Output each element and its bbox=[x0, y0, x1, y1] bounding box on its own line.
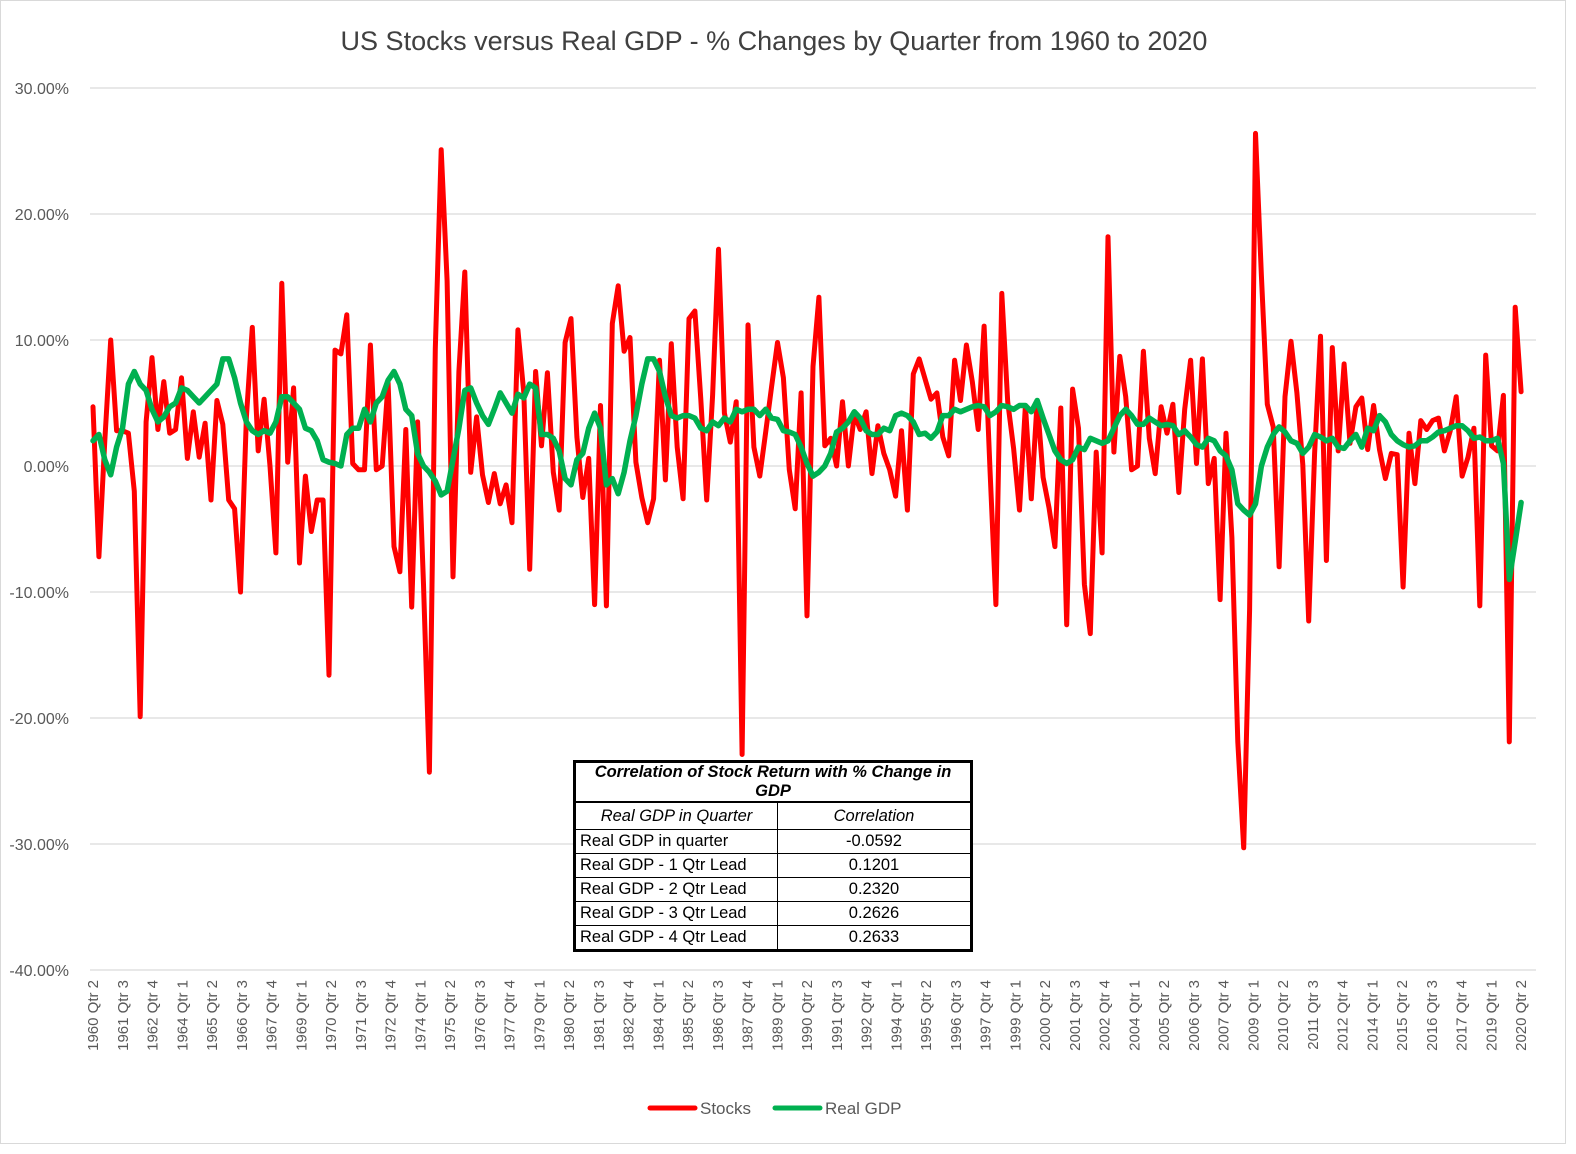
y-tick-label: -40.00% bbox=[9, 963, 69, 980]
table-cell-label: Real GDP - 1 Qtr Lead bbox=[574, 853, 778, 878]
x-tick-label: 1990 Qtr 2 bbox=[799, 980, 816, 1051]
table-title-row: Correlation of Stock Return with % Chang… bbox=[574, 761, 972, 803]
x-tick-label: 2006 Qtr 3 bbox=[1186, 980, 1203, 1051]
x-tick-label: 1972 Qtr 4 bbox=[383, 980, 400, 1051]
x-tick-label: 1965 Qtr 2 bbox=[204, 980, 221, 1051]
x-tick-label: 2009 Qtr 1 bbox=[1245, 980, 1262, 1051]
x-tick-label: 1989 Qtr 1 bbox=[769, 980, 786, 1051]
table-row: Real GDP - 2 Qtr Lead 0.2320 bbox=[574, 877, 972, 902]
series-line-stocks bbox=[90, 130, 1524, 851]
x-tick-label: 1986 Qtr 3 bbox=[710, 980, 727, 1051]
x-tick-label: 2014 Qtr 1 bbox=[1364, 980, 1381, 1051]
table-cell-value: 0.1201 bbox=[777, 853, 972, 878]
x-tick-label: 1975 Qtr 2 bbox=[442, 980, 459, 1051]
x-tick-label: 1960 Qtr 2 bbox=[85, 980, 102, 1051]
x-tick-label: 2004 Qtr 1 bbox=[1126, 980, 1143, 1051]
legend-item-real-gdp-label: Real GDP bbox=[825, 1099, 902, 1118]
table-row: Real GDP in quarter -0.0592 bbox=[574, 829, 972, 854]
x-tick-label: 1964 Qtr 1 bbox=[174, 980, 191, 1051]
x-tick-label: 1991 Qtr 3 bbox=[829, 980, 846, 1051]
table-cell-value: 0.2320 bbox=[777, 877, 972, 902]
x-tick-label: 2002 Qtr 4 bbox=[1097, 980, 1114, 1051]
x-tick-label: 1961 Qtr 3 bbox=[115, 980, 132, 1051]
x-tick-label: 2017 Qtr 4 bbox=[1454, 980, 1471, 1051]
x-tick-label: 1966 Qtr 3 bbox=[234, 980, 251, 1051]
x-tick-label: 1969 Qtr 1 bbox=[293, 980, 310, 1051]
x-tick-label: 1997 Qtr 4 bbox=[978, 980, 995, 1051]
x-tick-label: 2000 Qtr 2 bbox=[1037, 980, 1054, 1051]
x-tick-label: 1981 Qtr 3 bbox=[591, 980, 608, 1051]
table-header-row: Real GDP in Quarter Correlation bbox=[574, 801, 972, 830]
x-tick-label: 1962 Qtr 4 bbox=[145, 980, 162, 1051]
x-tick-label: 1987 Qtr 4 bbox=[740, 980, 757, 1051]
legend-item-stocks-label: Stocks bbox=[700, 1099, 751, 1118]
x-tick-label: 1976 Qtr 3 bbox=[472, 980, 489, 1051]
chart-title: US Stocks versus Real GDP - % Changes by… bbox=[341, 26, 1208, 56]
x-tick-label: 2010 Qtr 2 bbox=[1275, 980, 1292, 1051]
x-tick-label: 2007 Qtr 4 bbox=[1216, 980, 1233, 1051]
x-tick-label: 1979 Qtr 1 bbox=[531, 980, 548, 1051]
table-cell-value: -0.0592 bbox=[777, 829, 972, 854]
table-cell-value: 0.2626 bbox=[777, 901, 972, 926]
table-header-correlation: Correlation bbox=[777, 801, 972, 830]
y-tick-label: 20.00% bbox=[15, 207, 69, 224]
y-tick-label: 10.00% bbox=[15, 333, 69, 350]
table-cell-label: Real GDP - 2 Qtr Lead bbox=[574, 877, 778, 902]
x-tick-label: 2020 Qtr 2 bbox=[1513, 980, 1530, 1051]
table-row: Real GDP - 3 Qtr Lead 0.2626 bbox=[574, 901, 972, 926]
x-tick-label: 1992 Qtr 4 bbox=[859, 980, 876, 1051]
x-tick-label: 1996 Qtr 3 bbox=[948, 980, 965, 1051]
x-tick-label: 2019 Qtr 1 bbox=[1483, 980, 1500, 1051]
table-title: Correlation of Stock Return with % Chang… bbox=[574, 761, 972, 803]
x-tick-label: 1985 Qtr 2 bbox=[680, 980, 697, 1051]
table-cell-label: Real GDP - 4 Qtr Lead bbox=[574, 925, 778, 951]
y-tick-label: -10.00% bbox=[9, 585, 69, 602]
x-tick-label: 1982 Qtr 4 bbox=[621, 980, 638, 1051]
x-tick-label: 2011 Qtr 3 bbox=[1305, 980, 1322, 1050]
y-tick-label: -30.00% bbox=[9, 837, 69, 854]
x-tick-label: 1995 Qtr 2 bbox=[918, 980, 935, 1051]
x-tick-label: 1970 Qtr 2 bbox=[323, 980, 340, 1051]
table-cell-value: 0.2633 bbox=[777, 925, 972, 951]
table-cell-label: Real GDP in quarter bbox=[574, 829, 778, 854]
correlation-table: Correlation of Stock Return with % Chang… bbox=[573, 760, 973, 952]
x-tick-label: 2005 Qtr 2 bbox=[1156, 980, 1173, 1051]
table-header-quarter: Real GDP in Quarter bbox=[574, 801, 778, 830]
x-tick-label: 1999 Qtr 1 bbox=[1007, 980, 1024, 1051]
table-row: Real GDP - 4 Qtr Lead 0.2633 bbox=[574, 925, 972, 951]
table-cell-label: Real GDP - 3 Qtr Lead bbox=[574, 901, 778, 926]
y-tick-label: 0.00% bbox=[24, 459, 69, 476]
x-tick-label: 1994 Qtr 1 bbox=[888, 980, 905, 1051]
x-tick-label: 1971 Qtr 3 bbox=[353, 980, 370, 1051]
x-tick-label: 1974 Qtr 1 bbox=[412, 980, 429, 1051]
x-tick-label: 2001 Qtr 3 bbox=[1067, 980, 1084, 1051]
series-line-real-gdp bbox=[90, 356, 1524, 583]
y-tick-label: 30.00% bbox=[15, 81, 69, 98]
x-tick-label: 2012 Qtr 4 bbox=[1335, 980, 1352, 1051]
x-tick-label: 1980 Qtr 2 bbox=[561, 980, 578, 1051]
x-tick-label: 1977 Qtr 4 bbox=[502, 980, 519, 1051]
x-tick-label: 2015 Qtr 2 bbox=[1394, 980, 1411, 1051]
x-tick-label: 2016 Qtr 3 bbox=[1424, 980, 1441, 1051]
y-tick-label: -20.00% bbox=[9, 711, 69, 728]
x-tick-label: 1984 Qtr 1 bbox=[650, 980, 667, 1051]
x-tick-label: 1967 Qtr 4 bbox=[264, 980, 281, 1051]
table-row: Real GDP - 1 Qtr Lead 0.1201 bbox=[574, 853, 972, 878]
